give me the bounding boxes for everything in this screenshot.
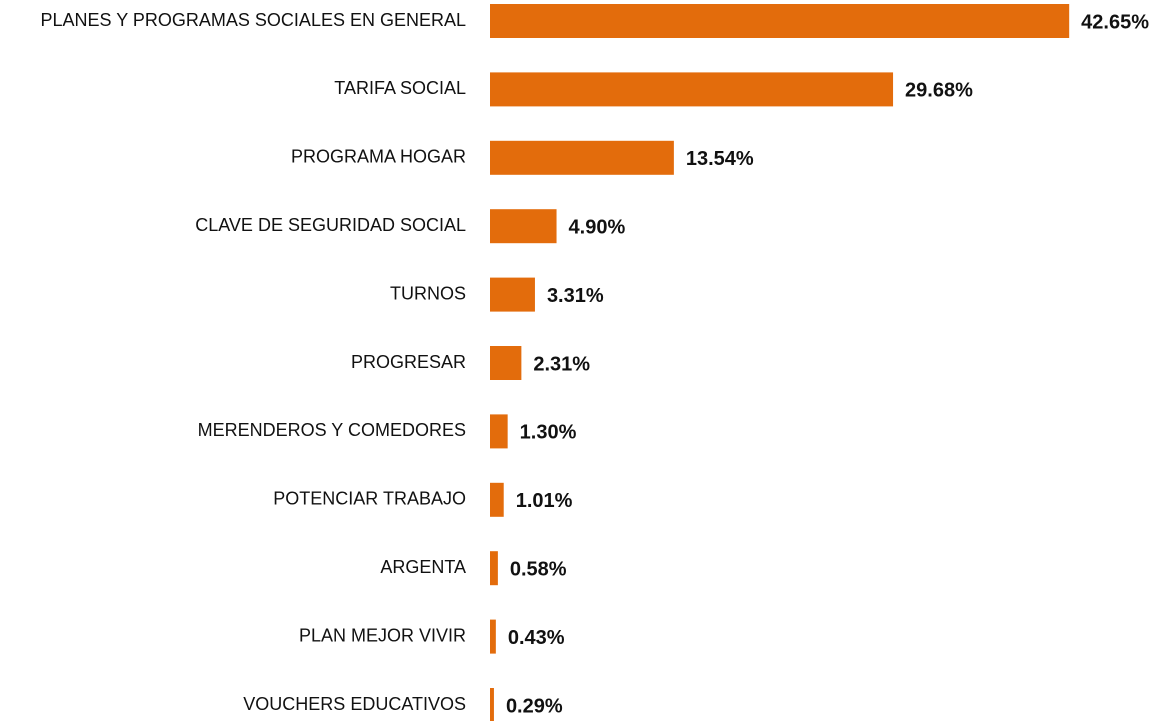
bar: [490, 209, 557, 244]
value-label: 4.90%: [569, 216, 626, 238]
bar: [490, 482, 504, 517]
value-label: 0.58%: [510, 558, 567, 580]
value-label: 1.30%: [520, 422, 577, 444]
value-label: 0.29%: [506, 695, 563, 717]
category-label: PLAN MEJOR VIVIR: [299, 625, 466, 645]
category-label: ARGENTA: [380, 557, 466, 577]
bar: [490, 551, 498, 586]
category-label: POTENCIAR TRABAJO: [273, 489, 466, 509]
category-label: MERENDEROS Y COMEDORES: [198, 420, 466, 440]
bar: [490, 140, 674, 175]
bar: [490, 72, 894, 107]
value-label: 3.31%: [547, 285, 604, 307]
value-label: 0.43%: [508, 627, 565, 649]
value-label: 1.01%: [516, 490, 573, 512]
bar: [490, 277, 535, 312]
value-label: 29.68%: [905, 80, 973, 102]
category-label: TURNOS: [390, 283, 466, 303]
value-label: 2.31%: [533, 353, 590, 375]
category-label: PROGRESAR: [351, 352, 466, 372]
category-label: CLAVE DE SEGURIDAD SOCIAL: [195, 215, 466, 235]
value-label: 42.65%: [1081, 11, 1149, 33]
bar: [490, 688, 494, 721]
category-label: VOUCHERS EDUCATIVOS: [243, 694, 466, 714]
bar: [490, 4, 1070, 38]
category-label: PLANES Y PROGRAMAS SOCIALES EN GENERAL: [41, 10, 466, 30]
value-label: 13.54%: [686, 148, 754, 170]
bar: [490, 619, 496, 654]
category-label: PROGRAMA HOGAR: [291, 147, 466, 167]
bar: [490, 414, 508, 449]
bar: [490, 346, 522, 380]
category-label: TARIFA SOCIAL: [334, 78, 466, 98]
